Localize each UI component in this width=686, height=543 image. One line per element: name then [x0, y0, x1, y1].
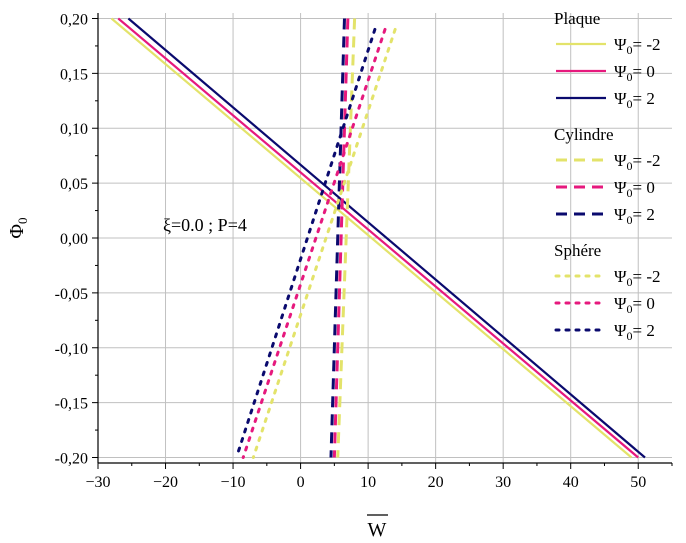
- x-tick-label: 30: [495, 474, 511, 491]
- legend-label: Ψ0= 0: [614, 62, 655, 84]
- x-tick-label: −30: [85, 474, 110, 491]
- y-tick-label: 0,05: [60, 176, 88, 193]
- legend-label: Ψ0= -2: [614, 151, 661, 173]
- legend-group-title: Cylindre: [554, 125, 614, 144]
- series-line-plaque: [117, 17, 639, 459]
- legend-label: Ψ0= 2: [614, 205, 655, 227]
- series-line-sphere: [234, 27, 377, 460]
- ticks: −30 −20 −10 0 10 20 30 40 50 0,20 0,15 0,10 0,05 0,00…: [55, 11, 673, 491]
- x-tick-label: 0: [297, 474, 305, 491]
- legend-label: Ψ0= 2: [614, 89, 655, 111]
- series-line-cylindre: [336, 18, 357, 458]
- y-tick-label: 0,15: [60, 66, 88, 83]
- legend-label: Ψ0= 2: [614, 321, 655, 343]
- x-tick-label: 10: [360, 474, 376, 491]
- y-tick-label: -0,20: [55, 451, 88, 468]
- y-tick-label: -0,05: [55, 286, 88, 303]
- series-layer: [110, 17, 646, 460]
- legend-group-title: Sphére: [554, 241, 601, 260]
- legend-group-title: Plaque: [554, 9, 600, 28]
- y-tick-label: -0,15: [55, 396, 88, 413]
- series-line-cylindre: [329, 18, 346, 458]
- x-axis-label-text: W: [368, 519, 387, 541]
- x-tick-label: 20: [428, 474, 444, 491]
- x-axis-label: W: [367, 514, 388, 541]
- series-line-plaque: [110, 17, 633, 459]
- series-line-plaque: [127, 17, 646, 459]
- series-line-sphere: [251, 27, 397, 460]
- x-tick-label: −20: [153, 474, 178, 491]
- series-line-sphere: [241, 27, 387, 460]
- y-tick-label: 0,00: [60, 231, 88, 248]
- legend-label: Ψ0= 0: [614, 178, 655, 200]
- y-axis-label-text: Φ0: [6, 217, 30, 238]
- y-tick-label: 0,10: [60, 121, 88, 138]
- y-axis-label: Φ0: [6, 217, 30, 238]
- y-tick-label: 0,20: [60, 11, 88, 28]
- x-tick-label: 40: [563, 474, 579, 491]
- legend-label: Ψ0= 0: [614, 294, 655, 316]
- x-tick-label: 50: [630, 474, 646, 491]
- annotation-text: ξ=0.0 ; P=4: [163, 215, 247, 235]
- y-tick-label: -0,10: [55, 341, 88, 358]
- legend-label: Ψ0= -2: [614, 35, 661, 57]
- legend-label: Ψ0= -2: [614, 267, 661, 289]
- series-line-cylindre: [332, 18, 350, 458]
- x-tick-label: −10: [221, 474, 246, 491]
